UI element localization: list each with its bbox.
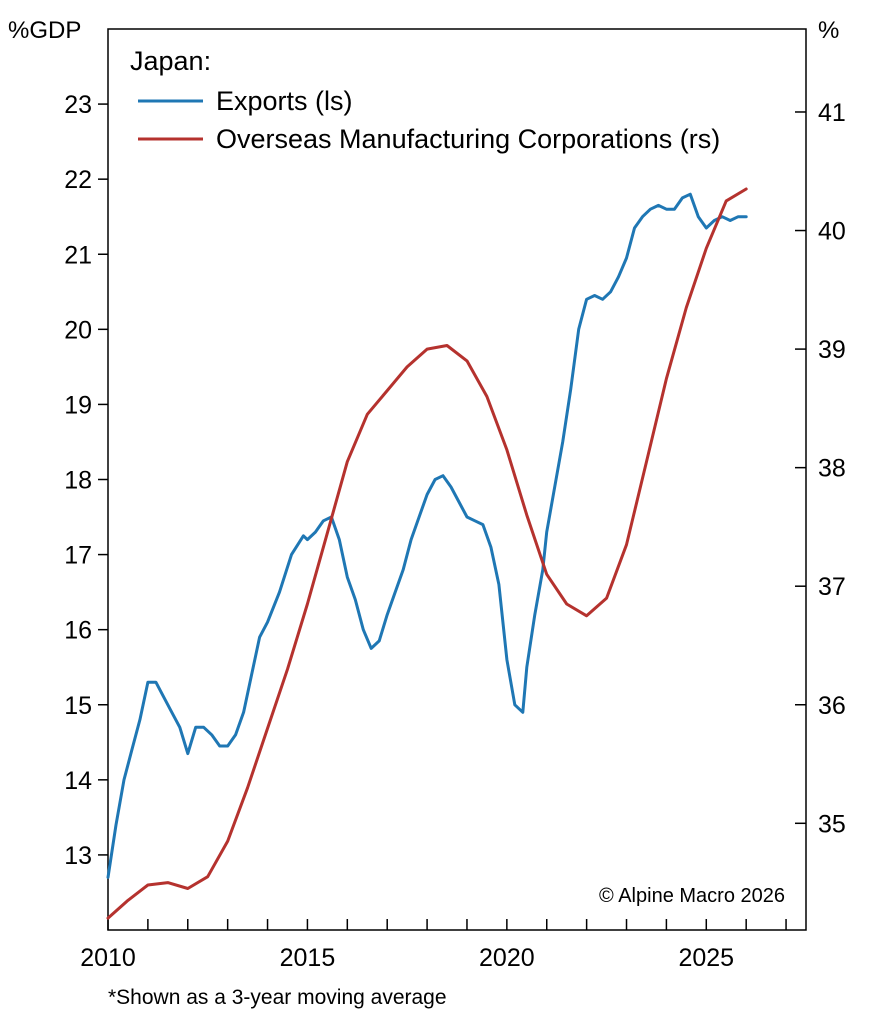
left-tick-label-14: 14 <box>64 767 92 795</box>
left-tick-label-20: 20 <box>64 316 92 344</box>
right-tick-label-39: 39 <box>818 336 846 364</box>
left-tick-label-13: 13 <box>64 842 92 870</box>
right-axis: 35 36 37 38 39 40 41 <box>795 99 846 838</box>
left-tick-label-16: 16 <box>64 617 92 645</box>
right-tick-label-35: 35 <box>818 810 846 838</box>
credit-text: © Alpine Macro 2026 <box>599 885 785 907</box>
legend: Japan: Exports (ls) Overseas Manufacturi… <box>130 46 720 154</box>
right-axis-unit: % <box>818 17 839 44</box>
x-axis: 2010 2015 2020 2025 <box>80 919 787 972</box>
footnote: *Shown as a 3-year moving average <box>108 986 447 1009</box>
x-tick-label-2015: 2015 <box>280 944 336 972</box>
x-tick-label-2025: 2025 <box>678 944 734 972</box>
left-tick-label-19: 19 <box>64 391 92 419</box>
left-tick-label-17: 17 <box>64 542 92 570</box>
legend-label-overseas-manufacturing: Overseas Manufacturing Corporations (rs) <box>216 124 720 154</box>
right-tick-label-38: 38 <box>818 455 846 483</box>
left-tick-label-18: 18 <box>64 467 92 495</box>
left-tick-label-23: 23 <box>64 91 92 119</box>
x-tick-label-2010: 2010 <box>80 944 136 972</box>
series-layer <box>106 187 748 920</box>
left-axis: 13 14 15 16 17 18 19 20 21 22 23 <box>64 91 108 870</box>
legend-title: Japan: <box>130 46 211 76</box>
right-tick-label-36: 36 <box>818 692 846 720</box>
left-tick-label-22: 22 <box>64 166 92 194</box>
overseas-manufacturing-line <box>106 187 748 920</box>
left-tick-label-15: 15 <box>64 692 92 720</box>
left-tick-label-21: 21 <box>64 241 92 269</box>
x-tick-label-2020: 2020 <box>479 944 535 972</box>
right-tick-label-40: 40 <box>818 218 846 246</box>
left-axis-unit: %GDP <box>8 17 81 44</box>
right-tick-label-41: 41 <box>818 99 846 127</box>
legend-label-exports: Exports (ls) <box>216 86 353 116</box>
plot-frame <box>107 28 807 931</box>
right-tick-label-37: 37 <box>818 573 846 601</box>
exports-line <box>106 192 748 879</box>
